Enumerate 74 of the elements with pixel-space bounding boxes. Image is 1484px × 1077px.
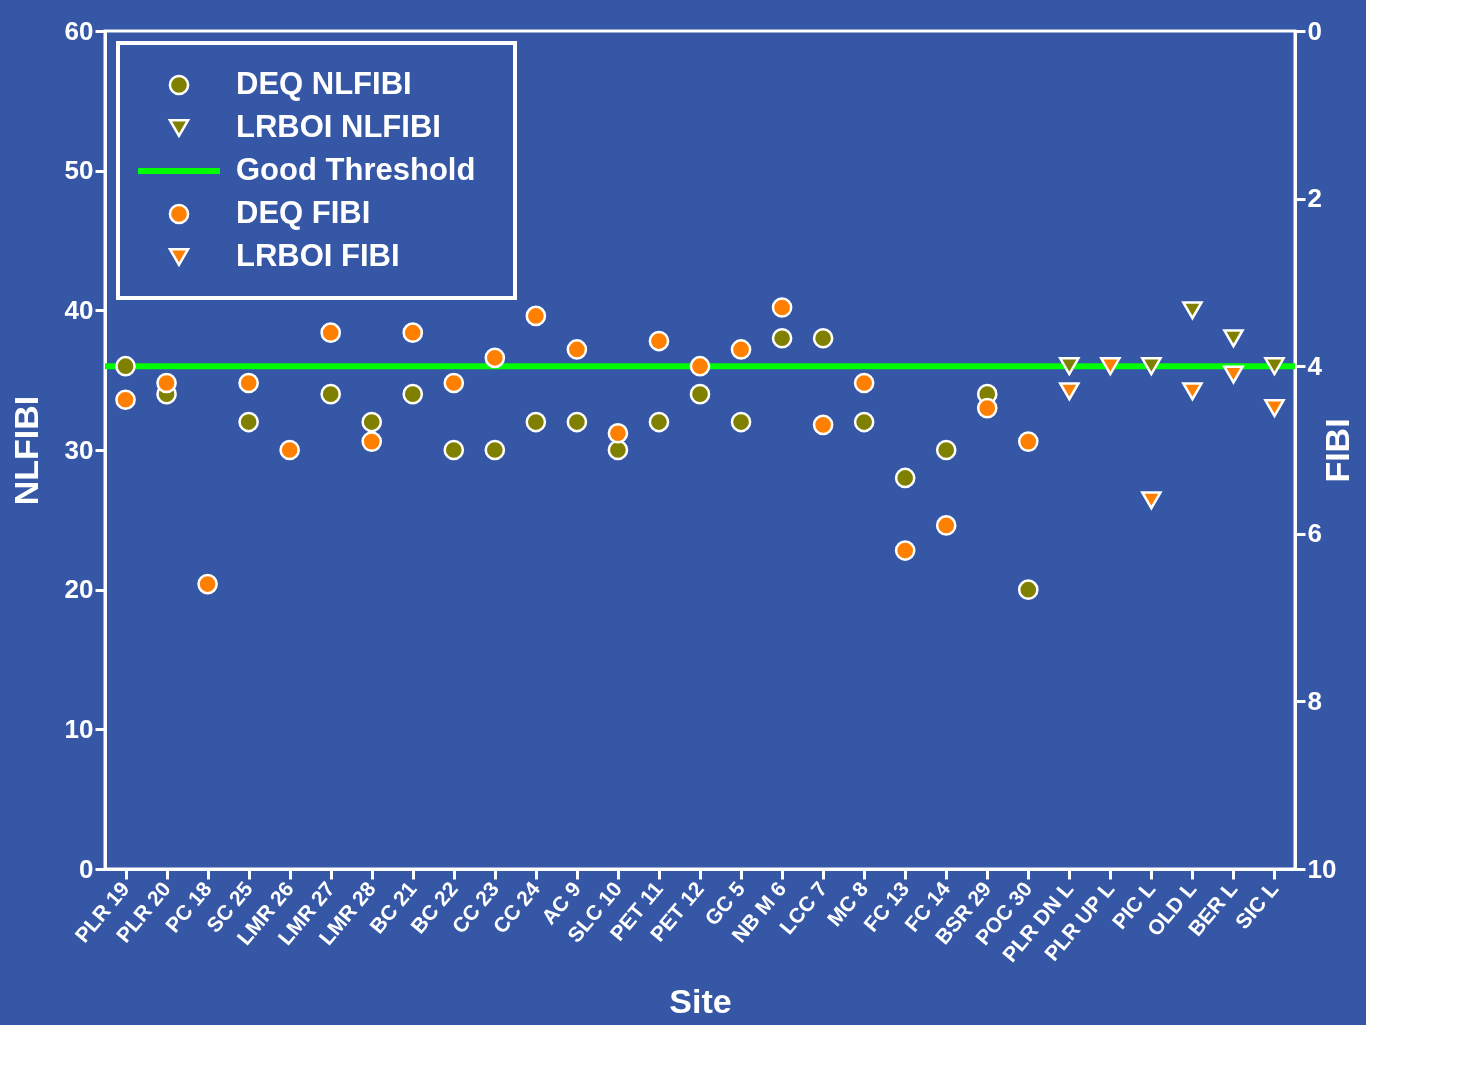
point — [1223, 329, 1244, 348]
point — [566, 339, 588, 360]
point — [689, 383, 711, 405]
y-tick-label: 20 — [64, 574, 94, 605]
legend-label: LRBOI FIBI — [236, 238, 400, 273]
point — [156, 372, 177, 394]
point — [1264, 398, 1285, 418]
point — [730, 411, 752, 433]
y-axis-title: NLFIBI — [6, 395, 45, 506]
point — [730, 339, 752, 360]
y2-tick-label: 8 — [1307, 685, 1322, 716]
point — [320, 322, 342, 343]
point — [894, 467, 916, 489]
point — [1141, 491, 1162, 510]
y-tick-label: 40 — [64, 294, 94, 325]
point — [320, 383, 342, 405]
y2-tick-label: 2 — [1307, 183, 1322, 214]
point — [812, 414, 834, 436]
y2-tick-label: 10 — [1307, 853, 1337, 884]
point — [402, 383, 424, 405]
point — [1264, 357, 1285, 376]
point — [853, 372, 875, 394]
y-tick-label: 10 — [64, 713, 94, 744]
point — [443, 372, 465, 394]
y2-tick-label: 4 — [1307, 350, 1323, 381]
point — [812, 327, 834, 349]
y-tick-label: 0 — [79, 853, 94, 884]
point — [894, 540, 916, 561]
point — [115, 389, 136, 411]
point — [361, 431, 383, 452]
point — [935, 515, 957, 536]
point — [771, 327, 793, 349]
y-tick-label: 30 — [64, 434, 94, 465]
point — [238, 411, 259, 433]
point — [648, 411, 670, 433]
y2-tick-label: 6 — [1307, 518, 1322, 549]
point — [402, 322, 424, 343]
y-tick-label: 50 — [64, 155, 94, 186]
y2-axis-title: FIBI — [1318, 418, 1357, 483]
point — [1182, 382, 1203, 401]
legend-label: DEQ FIBI — [236, 195, 371, 230]
x-axis-title: Site — [669, 982, 732, 1021]
point — [689, 355, 711, 377]
y2-tick-label: 0 — [1307, 15, 1322, 46]
point — [525, 305, 547, 327]
point — [1100, 357, 1121, 376]
point — [1058, 357, 1080, 376]
legend-label: Good Threshold — [236, 152, 476, 187]
point — [279, 439, 300, 461]
point — [197, 573, 218, 595]
point — [484, 439, 506, 461]
point — [1017, 579, 1039, 600]
point — [607, 422, 629, 444]
point — [238, 372, 259, 394]
point — [484, 347, 506, 369]
point — [607, 439, 629, 461]
point — [648, 330, 670, 352]
point — [115, 355, 136, 377]
point — [443, 439, 465, 461]
y-tick-label: 60 — [64, 15, 94, 46]
legend-label: DEQ NLFIBI — [236, 66, 412, 101]
point — [1223, 365, 1244, 384]
point — [853, 411, 875, 433]
point — [935, 439, 957, 461]
point — [1058, 382, 1080, 401]
point — [566, 411, 588, 433]
point — [361, 411, 383, 433]
point — [976, 397, 998, 419]
point — [1182, 301, 1203, 320]
point — [525, 411, 547, 433]
legend-label: LRBOI NLFIBI — [236, 109, 441, 144]
point — [1017, 431, 1039, 452]
point — [1141, 357, 1162, 376]
point — [771, 297, 793, 318]
